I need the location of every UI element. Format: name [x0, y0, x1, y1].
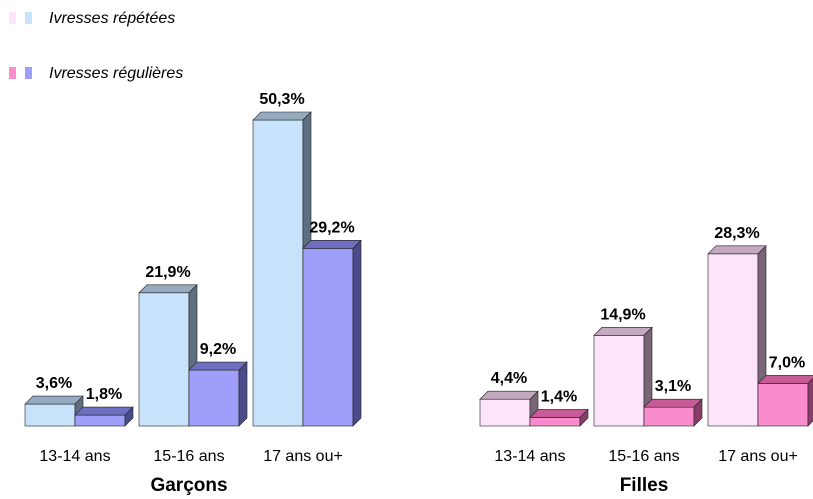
- group-title-0: Garçons: [150, 475, 227, 496]
- bar-top-1-0-1: [593, 327, 653, 336]
- bar-top-1-1-2: [757, 375, 813, 384]
- legend-label-1: Ivresses régulières: [49, 65, 183, 82]
- category-label-0-0: 13-14 ans: [39, 448, 110, 465]
- bar-0-0-1: [138, 292, 190, 427]
- value-label-1-1-1: 3,1%: [655, 378, 691, 395]
- value-label-1-1-2: 7,0%: [769, 354, 805, 371]
- value-label-0-1-1: 9,2%: [200, 341, 236, 358]
- bar-top-1-1-1: [643, 398, 703, 408]
- bar-top-1-1-0: [529, 409, 589, 418]
- bar-side-1-1-2: [807, 377, 813, 427]
- legend-swatch-b-1: [25, 67, 32, 79]
- value-label-1-0-1: 14,9%: [600, 306, 645, 323]
- legend-swatch-b-0: [25, 12, 32, 24]
- bar-top-0-0-1: [138, 284, 198, 294]
- group-title-1: Filles: [620, 475, 669, 496]
- value-label-0-0-2: 50,3%: [259, 91, 304, 108]
- legend-swatch-a-1: [9, 67, 16, 79]
- labels-layer: 3,6% 21,9% 50,3% 1,8% 9,2% 29,2% 13-14 ans 15-1…: [36, 91, 805, 496]
- bar-top-0-1-1: [188, 361, 248, 371]
- bar-side-0-1-2: [352, 239, 362, 427]
- bar-top-0-0-2: [252, 111, 312, 121]
- category-label-1-0: 13-14 ans: [494, 448, 565, 465]
- value-label-1-0-2: 28,3%: [714, 225, 759, 242]
- bar-0-1-0: [74, 414, 126, 427]
- legend-label-0: Ivresses répétées: [49, 10, 175, 27]
- bar-top-1-0-0: [479, 390, 539, 400]
- bar-0-0-2: [252, 119, 304, 427]
- bar-0-1-1: [188, 369, 240, 427]
- value-label-1-0-0: 4,4%: [491, 370, 527, 387]
- legend-swatch-a-0: [9, 12, 16, 24]
- category-label-0-2: 17 ans ou+: [263, 448, 343, 465]
- bar-side-1-1-0: [579, 408, 589, 427]
- bar-top-0-0-0: [24, 395, 84, 405]
- value-label-1-1-0: 1,4%: [541, 388, 577, 405]
- bars-layer: [24, 111, 813, 427]
- bar-top-0-1-0: [74, 406, 134, 416]
- value-label-0-1-0: 1,8%: [86, 386, 122, 403]
- bar-top-1-0-2: [707, 245, 767, 255]
- bar-1-1-0: [529, 417, 581, 427]
- bar-side-0-1-1: [238, 361, 248, 427]
- bar-1-0-1: [593, 335, 645, 427]
- value-label-0-0-0: 3,6%: [36, 375, 72, 392]
- bar-0-0-0: [24, 403, 76, 427]
- bar-top-0-1-2: [302, 240, 362, 249]
- bar-1-0-2: [707, 253, 759, 427]
- bar-side-1-1-1: [693, 398, 703, 427]
- value-label-0-1-2: 29,2%: [309, 219, 354, 236]
- value-label-0-0-1: 21,9%: [145, 264, 190, 281]
- bar-1-0-0: [479, 398, 531, 427]
- category-label-1-1: 15-16 ans: [608, 448, 679, 465]
- bar-0-1-2: [302, 248, 354, 427]
- legend: Ivresses répétées Ivresses régulières: [9, 10, 183, 82]
- category-label-1-2: 17 ans ou+: [718, 448, 798, 465]
- bar-1-1-2: [757, 383, 809, 427]
- bar-side-0-1-0: [124, 406, 134, 427]
- category-label-0-1: 15-16 ans: [153, 448, 224, 465]
- bar-1-1-1: [643, 406, 695, 427]
